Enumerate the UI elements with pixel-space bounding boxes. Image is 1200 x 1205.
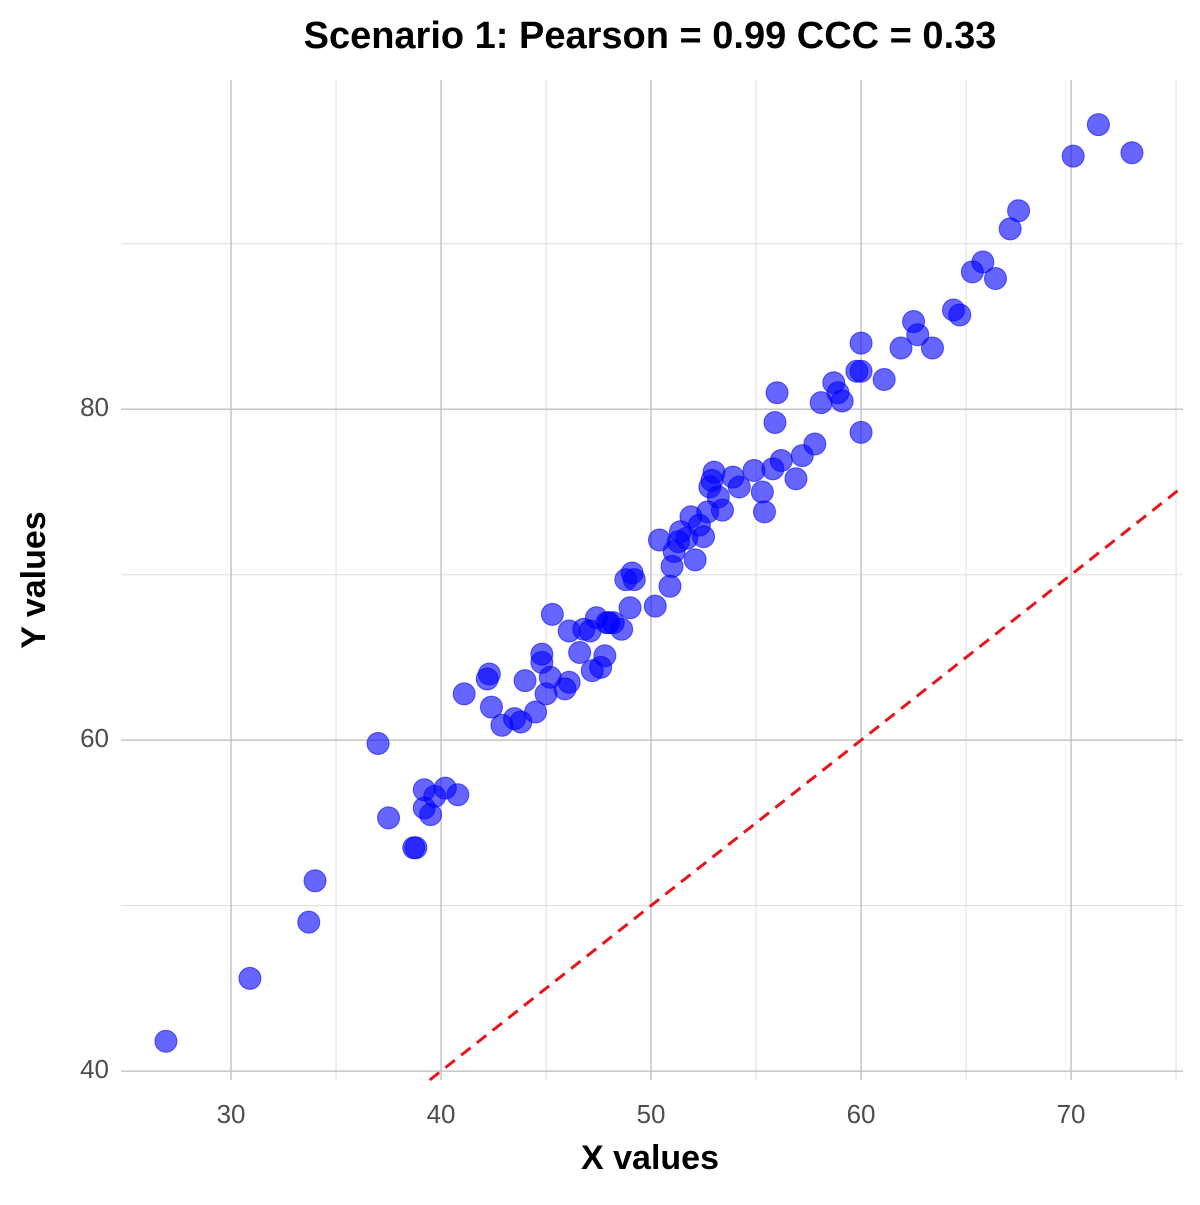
point [702,460,726,484]
point [477,662,501,686]
point [727,475,751,499]
point [849,420,873,444]
point [610,617,634,641]
point [568,640,592,664]
point [530,642,554,666]
reference-line [428,485,1184,1082]
point [971,250,995,274]
point [479,695,503,719]
point [769,449,793,473]
point [906,323,930,347]
point [1061,144,1085,168]
point [763,410,787,434]
point [872,367,896,391]
point [643,594,667,618]
point [524,700,548,724]
point [784,467,808,491]
x-tick-label: 70 [1057,1099,1086,1129]
point [513,669,537,693]
point [683,548,707,572]
y-axis-label: Y values [15,511,53,648]
point [1086,113,1110,137]
y-tick-label: 40 [80,1054,109,1084]
point [948,303,972,327]
x-tick-label: 30 [217,1099,246,1129]
point [238,966,262,990]
x-tick-label: 40 [427,1099,456,1129]
point [404,836,428,860]
point [154,1029,178,1053]
point [765,381,789,405]
point [920,336,944,360]
point [452,682,476,706]
point [1007,199,1031,223]
point [297,910,321,934]
x-tick-label: 50 [637,1099,666,1129]
point [889,336,913,360]
point [366,731,390,755]
point [710,498,734,522]
point [983,267,1007,291]
point [540,602,564,626]
point [303,869,327,893]
point [803,432,827,456]
point [830,389,854,413]
point [377,806,401,830]
point [692,525,716,549]
point [750,480,774,504]
y-tick-label: 60 [80,723,109,753]
chart-title: Scenario 1: Pearson = 0.99 CCC = 0.33 [304,15,997,57]
point [593,644,617,668]
point [849,359,873,383]
point [446,783,470,807]
point [658,574,682,598]
point [622,568,646,592]
point [557,670,581,694]
point [1120,141,1144,165]
point [849,331,873,355]
point [618,596,642,620]
y-tick-label: 80 [80,392,109,422]
point [752,500,776,524]
x-tick-label: 60 [847,1099,876,1129]
x-axis-label: X values [581,1139,719,1177]
